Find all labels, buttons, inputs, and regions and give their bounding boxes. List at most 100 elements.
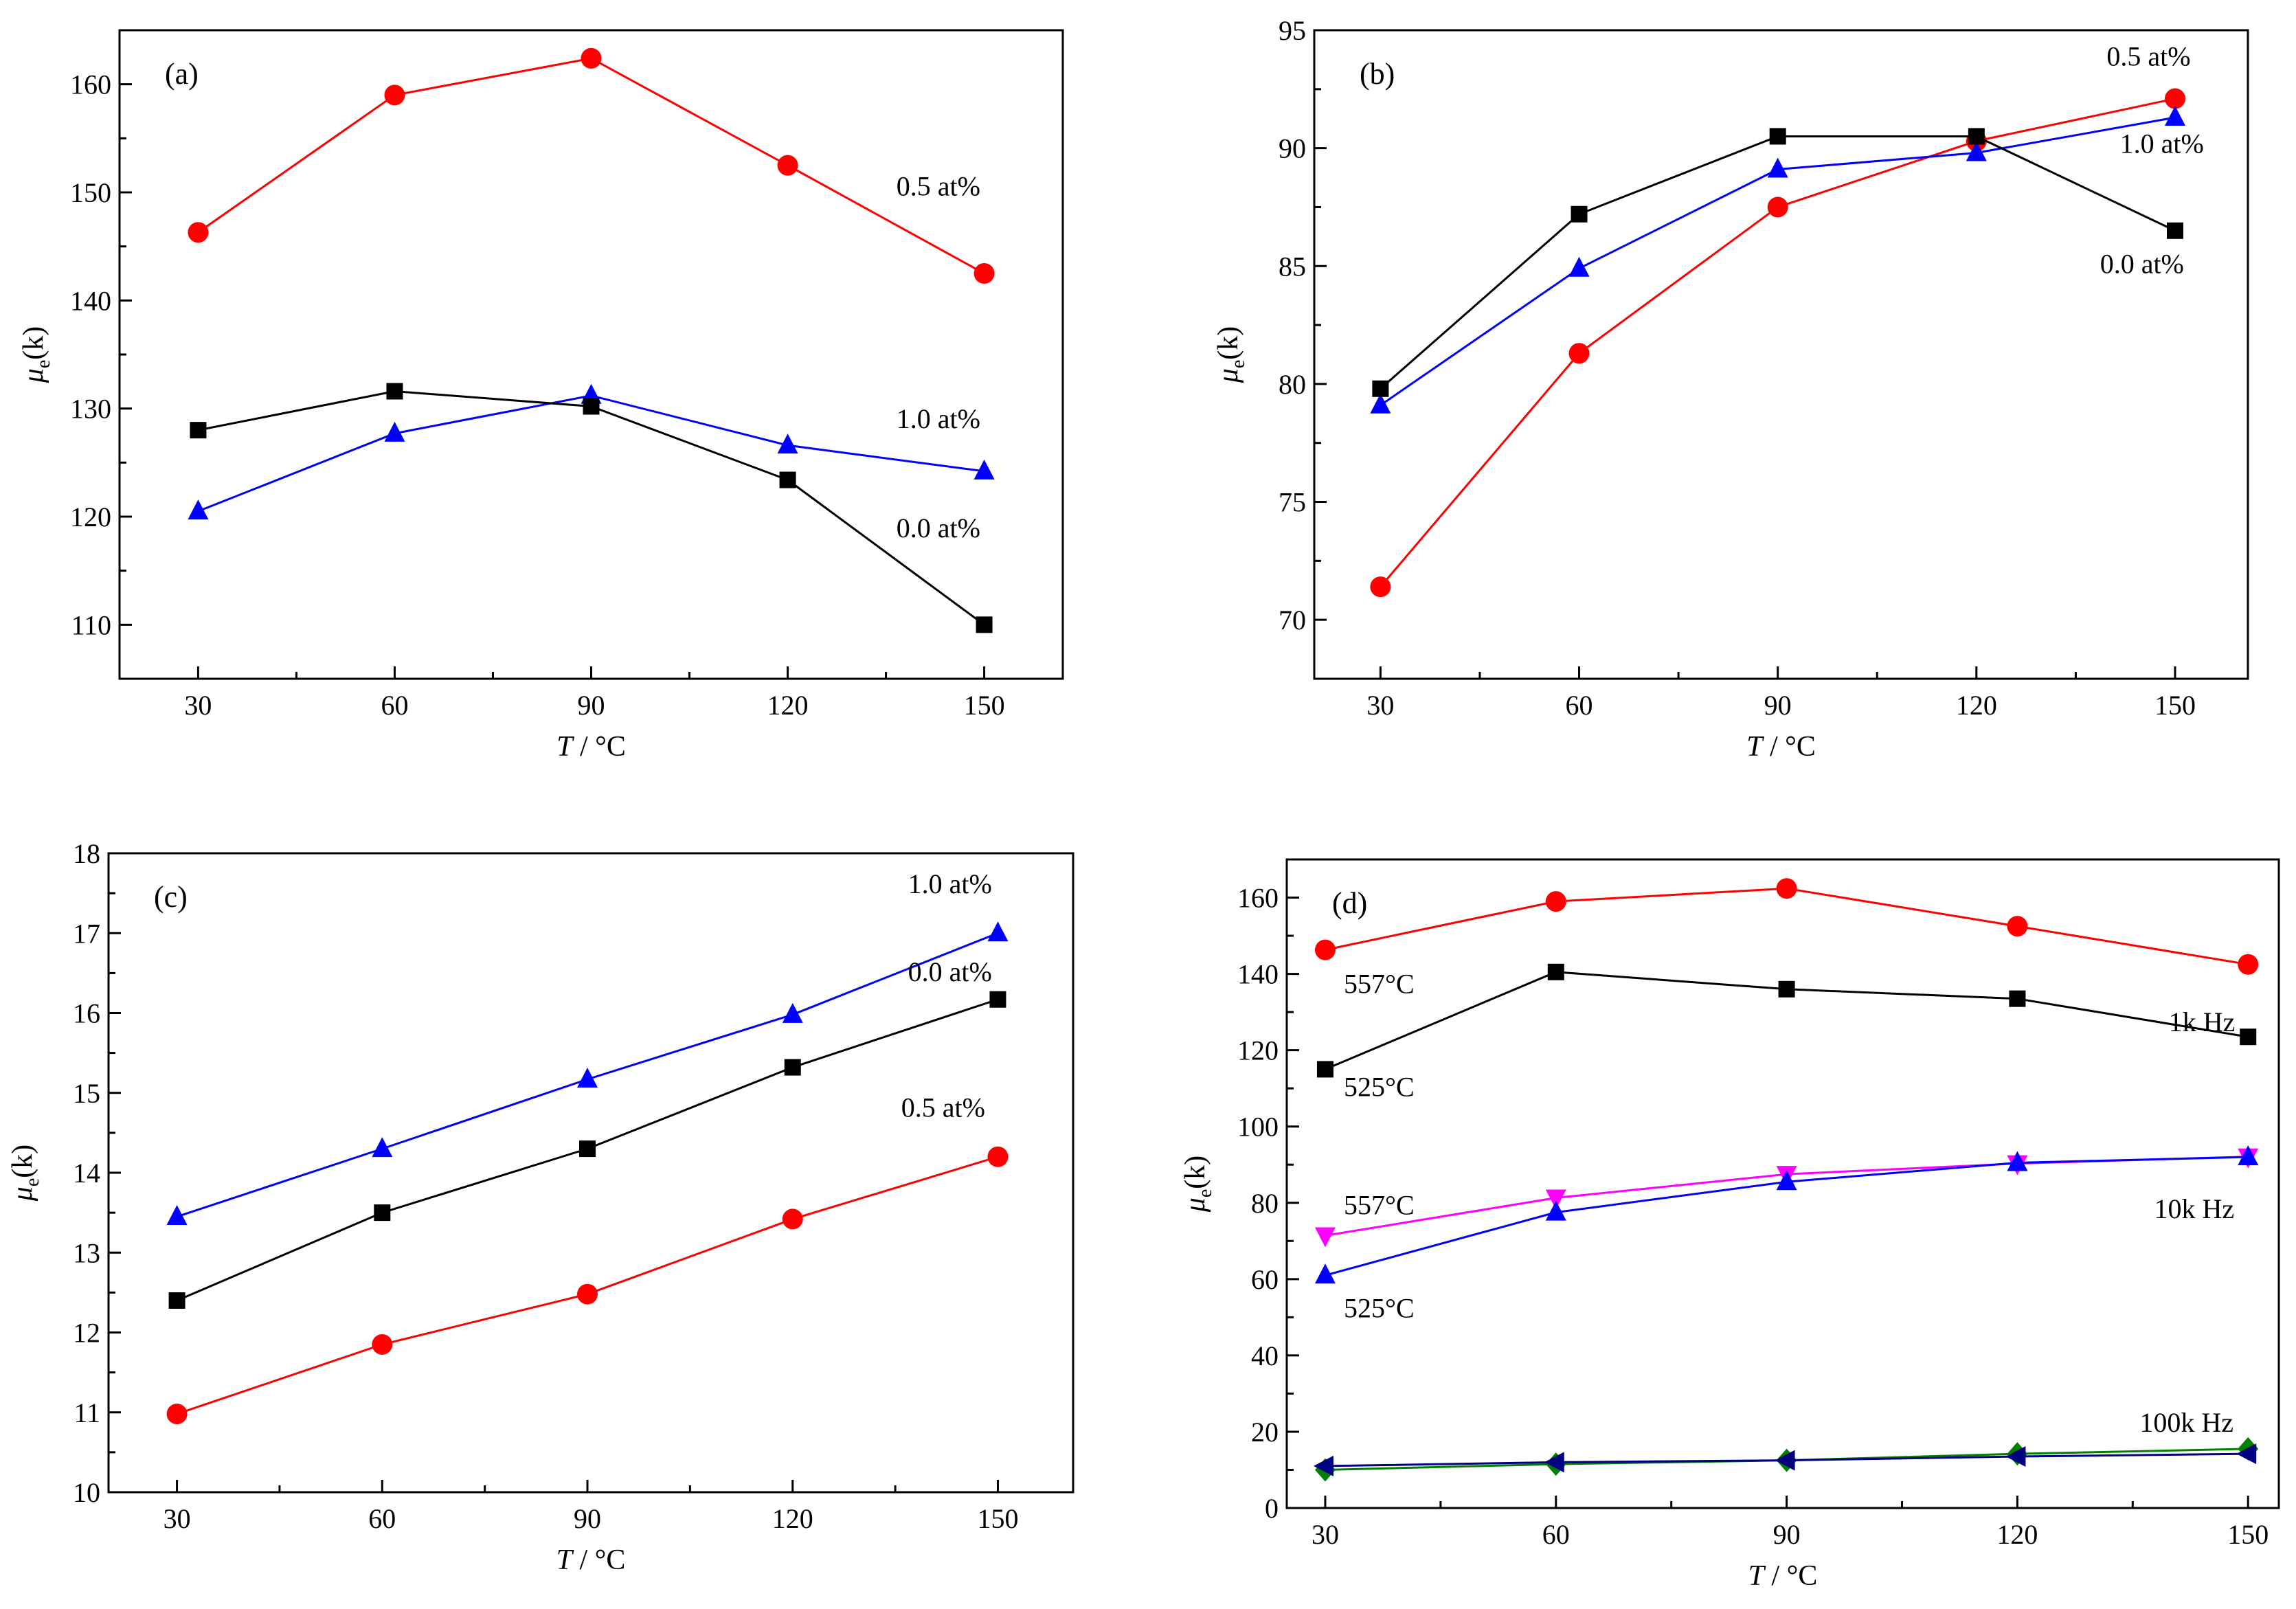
data-point [2009,990,2026,1007]
data-point [1372,380,1389,397]
data-point [2236,1443,2257,1465]
y-axis-title: μe(k) [1213,326,1249,384]
series-525-C-10k-Hz [1314,1145,2259,1284]
data-point [1313,1455,1333,1476]
y-axis-title: μe(k) [7,1145,43,1202]
annotation-label: 525°C [1344,1292,1415,1323]
y-tick-label: 12 [73,1318,100,1349]
data-point [987,1146,1009,1167]
series-line [197,57,985,275]
panel-label: (a) [165,57,199,91]
x-axis-title: T / °C [1748,1560,1818,1592]
x-tick-label: 90 [1764,690,1792,721]
y-tick-label: 70 [1279,605,1306,635]
y-tick-label: 120 [1237,1035,1279,1066]
series-1-0-at- [166,921,1009,1225]
data-point [777,155,798,176]
data-point [1544,1452,1564,1473]
data-point [188,499,209,520]
data-point [577,1283,598,1305]
panel-a: 30 60 90 120 150 110 120 130 140 150 160 T / °C μe(k… [18,29,1064,763]
data-point [1778,980,1795,998]
y-tick-label: 20 [1251,1417,1279,1448]
x-tick-label: 60 [1566,690,1593,721]
data-point [1776,1170,1797,1191]
data-point [1568,343,1590,364]
data-point [973,263,995,284]
data-point [779,471,796,488]
x-tick-label: 60 [1542,1519,1570,1550]
x-tick-label: 30 [184,690,212,721]
panel-d: 30 60 90 120 150 0 20 40 60 80 100 120 140 160 T / °C μ… [1180,858,2280,1592]
x-tick-label: 120 [767,690,809,721]
data-point [782,1002,803,1023]
data-point [579,1140,596,1158]
y-axis-title: μe(k) [1180,1156,1216,1213]
y-tick-label: 13 [73,1237,100,1268]
data-point [1545,1200,1566,1221]
data-point [1545,891,1566,912]
panel-c: 30 60 90 120 150 10 11 12 13 14 15 16 17 18 T / °C μe(k… [7,838,1074,1576]
annotation-label: 1.0 at% [897,403,980,434]
y-tick-label: 150 [70,177,111,208]
data-point [2238,1145,2259,1166]
x-tick-label: 90 [574,1503,601,1534]
x-tick-label: 30 [1312,1519,1339,1550]
y-tick-label: 160 [1237,883,1279,914]
y-tick-label: 80 [1251,1188,1279,1219]
series-1-0-at- [1370,106,2185,414]
data-point [166,1404,188,1425]
series-0-5-at- [166,1146,1009,1425]
data-point [583,398,600,415]
series-line [1325,887,2249,966]
y-tick-label: 80 [1279,369,1306,400]
data-point [2240,1028,2257,1046]
data-point [2238,954,2259,975]
data-point [1776,878,1797,899]
data-point [2164,88,2185,109]
data-point [166,1204,188,1225]
panel-label: (c) [154,880,188,914]
x-tick-label: 30 [164,1503,191,1534]
series-557-C-1k-Hz [1314,878,2259,975]
series-557-C-10k-Hz [1314,1148,2259,1248]
x-tick-label: 150 [2154,690,2196,721]
y-tick-label: 16 [73,998,100,1029]
data-point [581,47,602,69]
x-tick-label: 60 [381,690,408,721]
y-tick-label: 85 [1279,251,1306,282]
data-point [168,1292,185,1309]
y-tick-label: 17 [73,918,100,949]
data-point [1314,1263,1336,1284]
data-point [1316,1061,1333,1078]
series-0-0-at- [1372,128,2183,397]
data-point [1966,141,1987,161]
annotation-label: 557°C [1344,1189,1415,1220]
x-tick-label: 90 [1773,1519,1801,1550]
data-point [372,1334,393,1355]
annotation-label: 1.0 at% [908,868,992,899]
x-tick-label: 90 [578,690,605,721]
y-tick-label: 10 [73,1477,100,1508]
data-point [1370,576,1391,598]
y-tick-label: 120 [70,502,111,532]
data-point [577,1067,598,1088]
data-point [1968,128,1985,145]
data-point [2164,106,2185,126]
y-tick-label: 60 [1251,1264,1279,1295]
plot-frame [107,852,1074,1494]
data-point [1545,1189,1566,1210]
series-line [198,390,985,626]
data-point [190,422,207,439]
data-point [2007,1151,2028,1171]
data-point [1769,128,1786,145]
y-tick-label: 95 [1279,15,1306,46]
data-point [188,222,209,243]
x-tick-label: 150 [964,690,1005,721]
annotation-label: 0.0 at% [908,956,992,987]
y-tick-label: 100 [1237,1112,1279,1143]
annotation-label: 0.5 at% [901,1092,985,1123]
annotation-label: 0.5 at% [2106,41,2190,71]
y-tick-label: 40 [1251,1340,1279,1371]
